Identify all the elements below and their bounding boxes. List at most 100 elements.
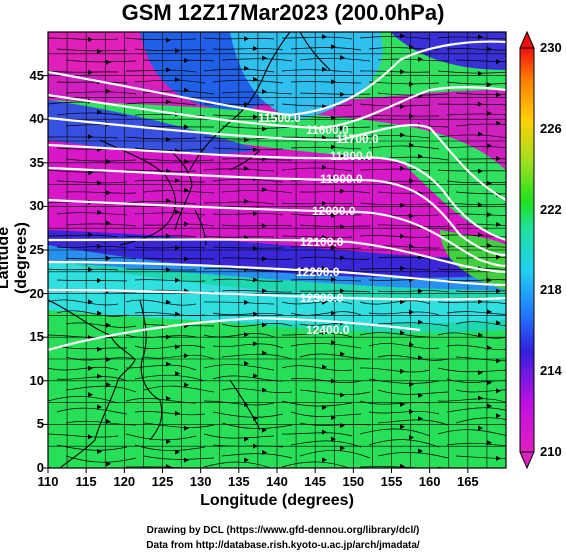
streamline: [125, 235, 197, 238]
streamline: [56, 112, 128, 117]
streamline-arrow: [322, 299, 327, 305]
x-tick-label: 160: [418, 474, 441, 489]
contour-label-11600: 11600.0: [306, 123, 349, 137]
streamline-arrow: [184, 124, 189, 130]
streamline: [125, 69, 197, 73]
streamline-arrow: [478, 299, 483, 305]
streamline-arrow: [166, 99, 171, 105]
streamline-arrow: [496, 221, 501, 227]
streamline-arrow: [97, 373, 102, 379]
streamline-arrow: [340, 392, 345, 398]
streamline-arrow: [166, 299, 171, 305]
streamline: [359, 103, 431, 107]
streamline: [368, 343, 440, 349]
streamline: [48, 268, 119, 271]
streamline: [134, 180, 206, 183]
streamline: [281, 332, 353, 338]
contour-label-12200: 12200.0: [296, 265, 340, 279]
streamline-arrow: [496, 388, 501, 394]
streamline: [299, 190, 371, 194]
streamline: [446, 146, 506, 149]
streamline: [377, 389, 449, 395]
streamline: [446, 279, 506, 282]
streamline: [368, 378, 440, 384]
streamline-arrow: [322, 34, 327, 40]
contour-12300: [48, 288, 506, 301]
streamline: [143, 158, 215, 162]
streamline-arrow: [262, 89, 267, 95]
streamline-arrow: [262, 126, 267, 132]
streamline-arrow: [496, 155, 501, 161]
x-tick-label: 120: [113, 474, 136, 489]
streamline: [56, 310, 128, 317]
streamline-arrow: [478, 232, 483, 238]
streamline-arrow: [253, 45, 258, 51]
contour-label-11500: 11500.0: [258, 111, 301, 125]
streamline-arrow: [88, 267, 93, 273]
streamline-arrow: [322, 66, 327, 72]
streamline: [359, 300, 431, 305]
streamline-arrow: [106, 190, 111, 196]
streamline: [437, 234, 506, 238]
streamline: [299, 449, 371, 459]
x-tick-label: 155: [380, 474, 403, 489]
streamline: [299, 256, 371, 260]
streamline: [290, 47, 362, 51]
streamline-arrow: [97, 180, 102, 186]
footer-credit: Drawing by DCL (https://www.gfd-dennou.o…: [146, 525, 420, 536]
x-tick-label: 150: [342, 474, 365, 489]
streamline: [377, 290, 449, 293]
streamline-arrow: [340, 91, 345, 97]
streamline: [65, 223, 137, 227]
streamline: [281, 432, 353, 437]
streamline-arrow: [253, 211, 258, 217]
colorbar-tick-label: 210: [540, 444, 562, 459]
streamline: [125, 201, 197, 205]
y-tick-label: 35: [29, 154, 44, 170]
streamline: [290, 146, 362, 150]
streamline: [125, 334, 197, 338]
streamline: [143, 422, 215, 428]
streamline: [221, 224, 293, 227]
streamline-arrow: [166, 168, 171, 174]
streamline: [48, 396, 119, 404]
streamline: [455, 92, 506, 95]
streamline: [359, 168, 431, 172]
streamline: [221, 91, 293, 95]
streamline-arrow: [166, 438, 171, 444]
streamline: [437, 103, 506, 106]
streamline-arrow: [262, 223, 267, 229]
streamline-arrow: [166, 334, 171, 340]
streamline-arrow: [262, 427, 267, 433]
streamline-arrow: [418, 416, 423, 422]
streamline-arrow: [496, 92, 501, 98]
streamline: [281, 400, 353, 407]
streamline-arrow: [322, 404, 327, 410]
streamline-arrow: [478, 131, 483, 137]
streamline-arrow: [88, 170, 93, 176]
streamline-arrow: [400, 233, 405, 239]
streamline-arrow: [487, 212, 492, 218]
x-tick-label: 110: [37, 474, 59, 489]
x-tick-label: 145: [304, 474, 326, 489]
streamline: [377, 452, 449, 459]
streamline-arrow: [340, 55, 345, 61]
streamline: [377, 191, 449, 194]
streamline: [299, 389, 371, 395]
streamline: [48, 234, 119, 238]
streamline: [212, 79, 284, 84]
streamline: [455, 417, 506, 424]
streamline: [368, 145, 440, 150]
colorbar-max-arrow: [519, 30, 535, 49]
x-tick-label: 165: [456, 474, 479, 489]
streamline: [221, 257, 293, 260]
streamline-arrow: [166, 267, 171, 273]
streamline-arrow: [184, 353, 189, 359]
streamline: [437, 367, 506, 373]
streamline: [377, 355, 449, 361]
streamline: [212, 312, 284, 316]
streamline: [359, 466, 424, 468]
streamline-arrow: [409, 44, 414, 50]
streamline: [134, 374, 206, 382]
streamline-arrow: [88, 134, 93, 140]
